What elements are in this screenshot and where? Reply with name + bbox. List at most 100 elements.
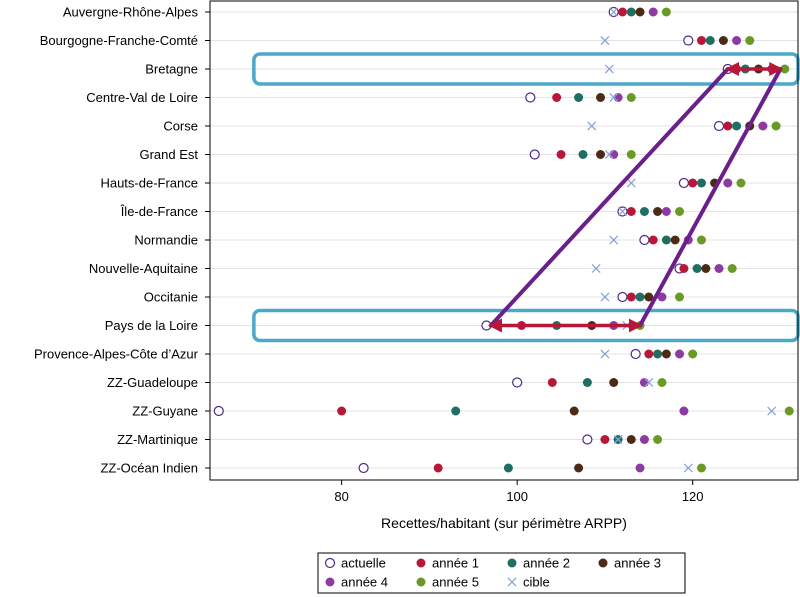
legend-marker-annee4 [325,577,335,587]
point-cible-stroke [604,149,614,160]
region-row [626,177,746,189]
point-cible [600,292,610,302]
region-row [608,6,671,18]
point-cible [604,64,614,74]
legend-item: année 3 [598,556,661,571]
x-tick-label: 120 [682,489,704,504]
point-annee5 [675,207,685,216]
point-annee1 [626,292,636,302]
point-annee4 [613,93,623,102]
point-annee1 [552,93,562,102]
point-annee4 [661,207,671,216]
point-cible-stroke [683,463,693,473]
point-cible [609,7,619,17]
point-actuelle [617,291,628,303]
point-cible [609,92,619,103]
legend-marker-annee1 [416,558,426,568]
point-annee5 [736,178,746,188]
point-cible-stroke [609,235,619,245]
region-label: ZZ-Guyane [132,404,198,419]
point-annee3 [635,7,645,17]
point-annee5 [657,378,667,387]
point-cible [587,121,597,131]
point-actuelle [639,234,650,246]
legend-label: année 4 [341,575,388,590]
point-annee2 [661,235,671,245]
x-tick-label: 100 [506,489,528,504]
point-annee2 [451,406,461,416]
legend-marker-annee5 [416,577,426,587]
point-cible [767,406,777,416]
point-actuelle [358,462,369,474]
point-annee4 [732,36,742,45]
point-cible [617,206,627,217]
legend-marker-annee3 [598,558,608,568]
region-row [587,120,781,132]
point-annee2 [578,150,588,159]
legend-label: année 1 [432,556,479,571]
point-annee4 [639,378,649,387]
point-annee2 [574,93,584,102]
point-actuelle [683,35,694,46]
region-label: Nouvelle-Aquitaine [89,261,198,276]
point-annee3 [626,435,636,444]
point-cible [600,35,610,46]
point-annee5 [696,235,706,245]
legend-label: année 3 [614,556,661,571]
legend-marker-actuelle [324,557,336,569]
region-label: ZZ-Martinique [117,432,198,447]
point-actuelle [713,120,725,132]
point-cible-stroke [609,92,619,103]
point-annee4 [639,435,649,444]
region-row [525,92,636,103]
point-annee1 [600,435,610,444]
point-annee2 [705,36,715,45]
point-annee1 [696,36,706,45]
point-annee5 [653,435,663,444]
point-cible-stroke [613,434,623,445]
point-actuelle [213,405,224,417]
point-annee5 [696,463,706,473]
region-label: ZZ-Guadeloupe [107,375,198,390]
point-annee2 [635,292,645,302]
point-annee3 [701,264,711,273]
point-annee5 [784,406,794,416]
point-annee4 [723,178,733,188]
point-cible-stroke [609,7,619,17]
point-cible-stroke [591,263,601,274]
point-cible [613,434,623,445]
region-row [617,206,685,217]
point-annee4 [609,150,619,159]
point-cible-stroke [617,206,627,217]
point-cible-stroke [644,377,654,388]
region-label: Provence-Alpes-Côte d’Azur [34,347,199,362]
point-cible-stroke [604,64,614,74]
point-annee3 [718,36,728,45]
point-annee2 [732,121,742,131]
point-actuelle [678,177,690,189]
point-annee3 [596,93,606,102]
legend-item: année 4 [325,575,388,590]
legend-label: cible [523,575,550,590]
point-annee4 [635,463,645,473]
region-row [600,291,685,303]
point-annee3 [644,292,654,302]
legend-item: actuelle [324,556,386,571]
point-annee5 [626,150,636,159]
x-tick-label: 80 [334,489,348,504]
x-axis: 80 100 120 [334,480,704,504]
point-annee1 [648,235,658,245]
point-annee1 [433,463,443,473]
legend-item: année 5 [416,575,479,590]
region-label: Centre-Val de Loire [86,90,198,105]
x-axis-label: Recettes/habitant (sur périmètre ARPP) [381,515,627,531]
point-actuelle [630,348,641,360]
region-row [600,35,755,46]
point-actuelle [525,92,536,103]
point-annee4 [648,7,658,17]
point-cible [683,463,693,473]
point-annee5 [626,93,636,102]
point-annee3 [609,378,619,387]
point-annee1 [547,378,557,387]
